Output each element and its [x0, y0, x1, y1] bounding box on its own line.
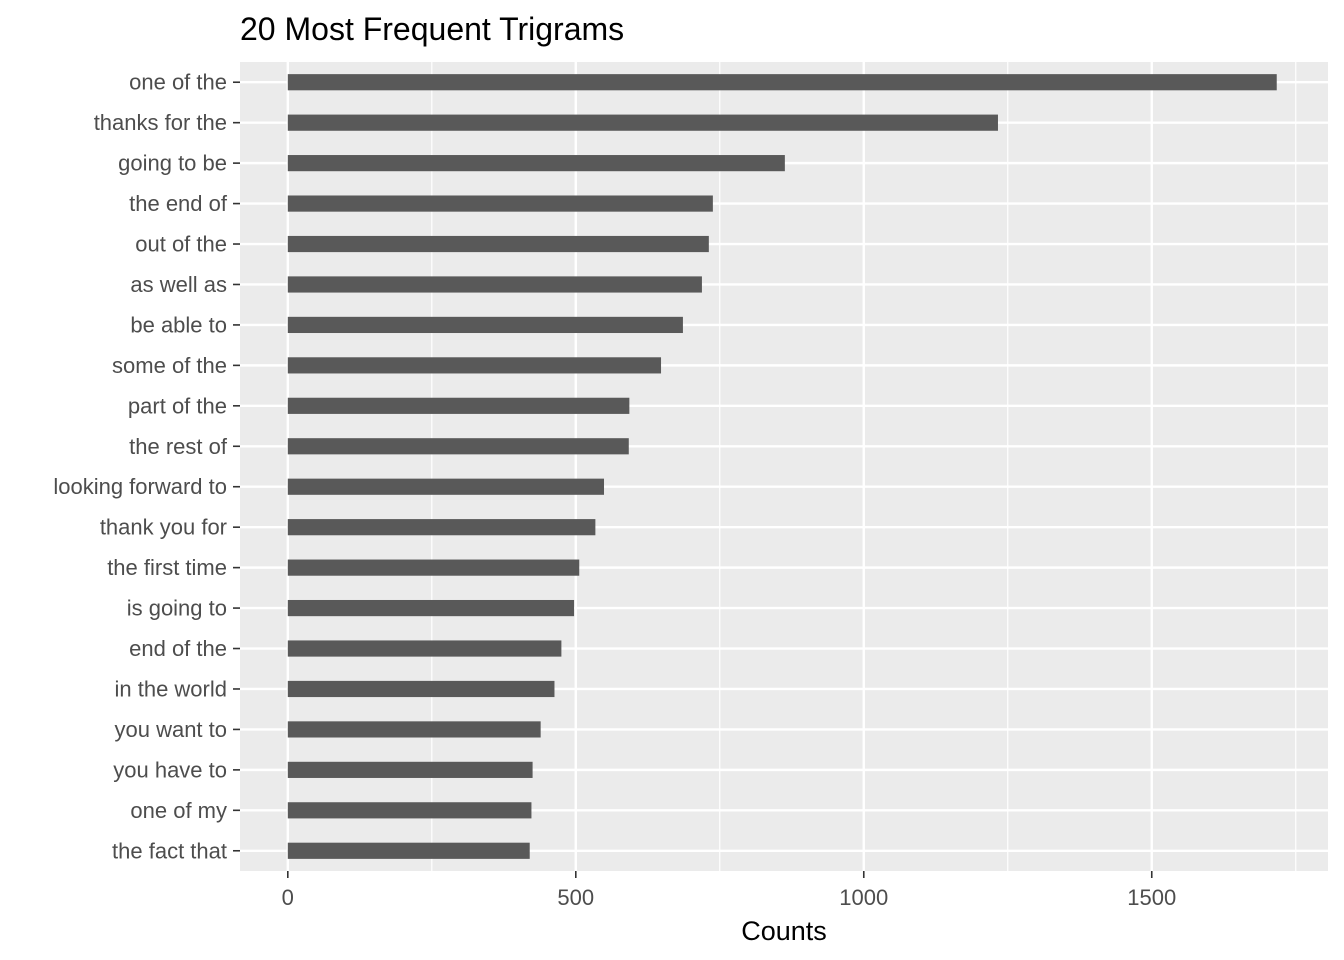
bar-the-first-time [287, 559, 580, 576]
bar-is-going-to [287, 599, 575, 617]
y-tick-label: some of the [112, 353, 227, 378]
x-tick-label: 0 [282, 885, 294, 910]
y-tick-label: you want to [114, 717, 227, 742]
bar-some-of-the [287, 357, 662, 374]
y-tick-label: the rest of [129, 434, 228, 459]
y-tick-label: the end of [129, 191, 228, 216]
bar-the-rest-of [287, 438, 629, 455]
y-tick-label: going to be [118, 151, 227, 176]
chart-title: 20 Most Frequent Trigrams [240, 11, 624, 47]
y-tick-label: end of the [129, 636, 227, 661]
bar-looking-forward-to [287, 478, 605, 495]
bar-one-of-my [287, 802, 532, 819]
bar-one-of-the [287, 74, 1277, 91]
plot-panel [240, 62, 1328, 871]
y-tick-label: one of the [129, 70, 227, 95]
bar-out-of-the [287, 235, 709, 253]
bar-as-well-as [287, 276, 702, 293]
y-tick-label: the first time [107, 555, 227, 580]
bar-end-of-the [287, 640, 562, 657]
y-tick-label: is going to [127, 596, 227, 621]
y-tick-label: you have to [113, 757, 227, 782]
bar-the-fact-that [287, 842, 530, 859]
bar-the-end-of [287, 195, 713, 212]
x-tick-label: 1000 [839, 885, 888, 910]
bar-going-to-be [287, 155, 785, 172]
bar-thank-you-for [287, 519, 596, 536]
bar-in-the-world [287, 680, 555, 698]
x-tick-label: 1500 [1127, 885, 1176, 910]
y-tick-label: part of the [128, 393, 227, 418]
x-tick-label: 500 [557, 885, 594, 910]
x-axis: 0 500 1000 1500 [282, 871, 1176, 910]
y-tick-label: thanks for the [94, 110, 227, 135]
y-tick-label: as well as [130, 272, 227, 297]
y-tick-label: thank you for [100, 515, 227, 540]
y-tick-label: one of my [130, 798, 227, 823]
bar-you-want-to [287, 721, 541, 738]
bars [287, 74, 1277, 859]
x-axis-title: Counts [741, 916, 827, 946]
y-tick-label: out of the [135, 232, 227, 257]
y-tick-label: be able to [130, 312, 227, 337]
bar-thanks-for-the [287, 114, 998, 131]
y-tick-label: the fact that [112, 838, 227, 863]
bar-part-of-the [287, 397, 630, 414]
bar-be-able-to [287, 316, 683, 334]
y-tick-label: in the world [114, 676, 227, 701]
y-tick-label: looking forward to [53, 474, 227, 499]
bar-you-have-to [287, 761, 533, 778]
y-axis: one of the thanks for the going to be the e… [53, 70, 240, 863]
